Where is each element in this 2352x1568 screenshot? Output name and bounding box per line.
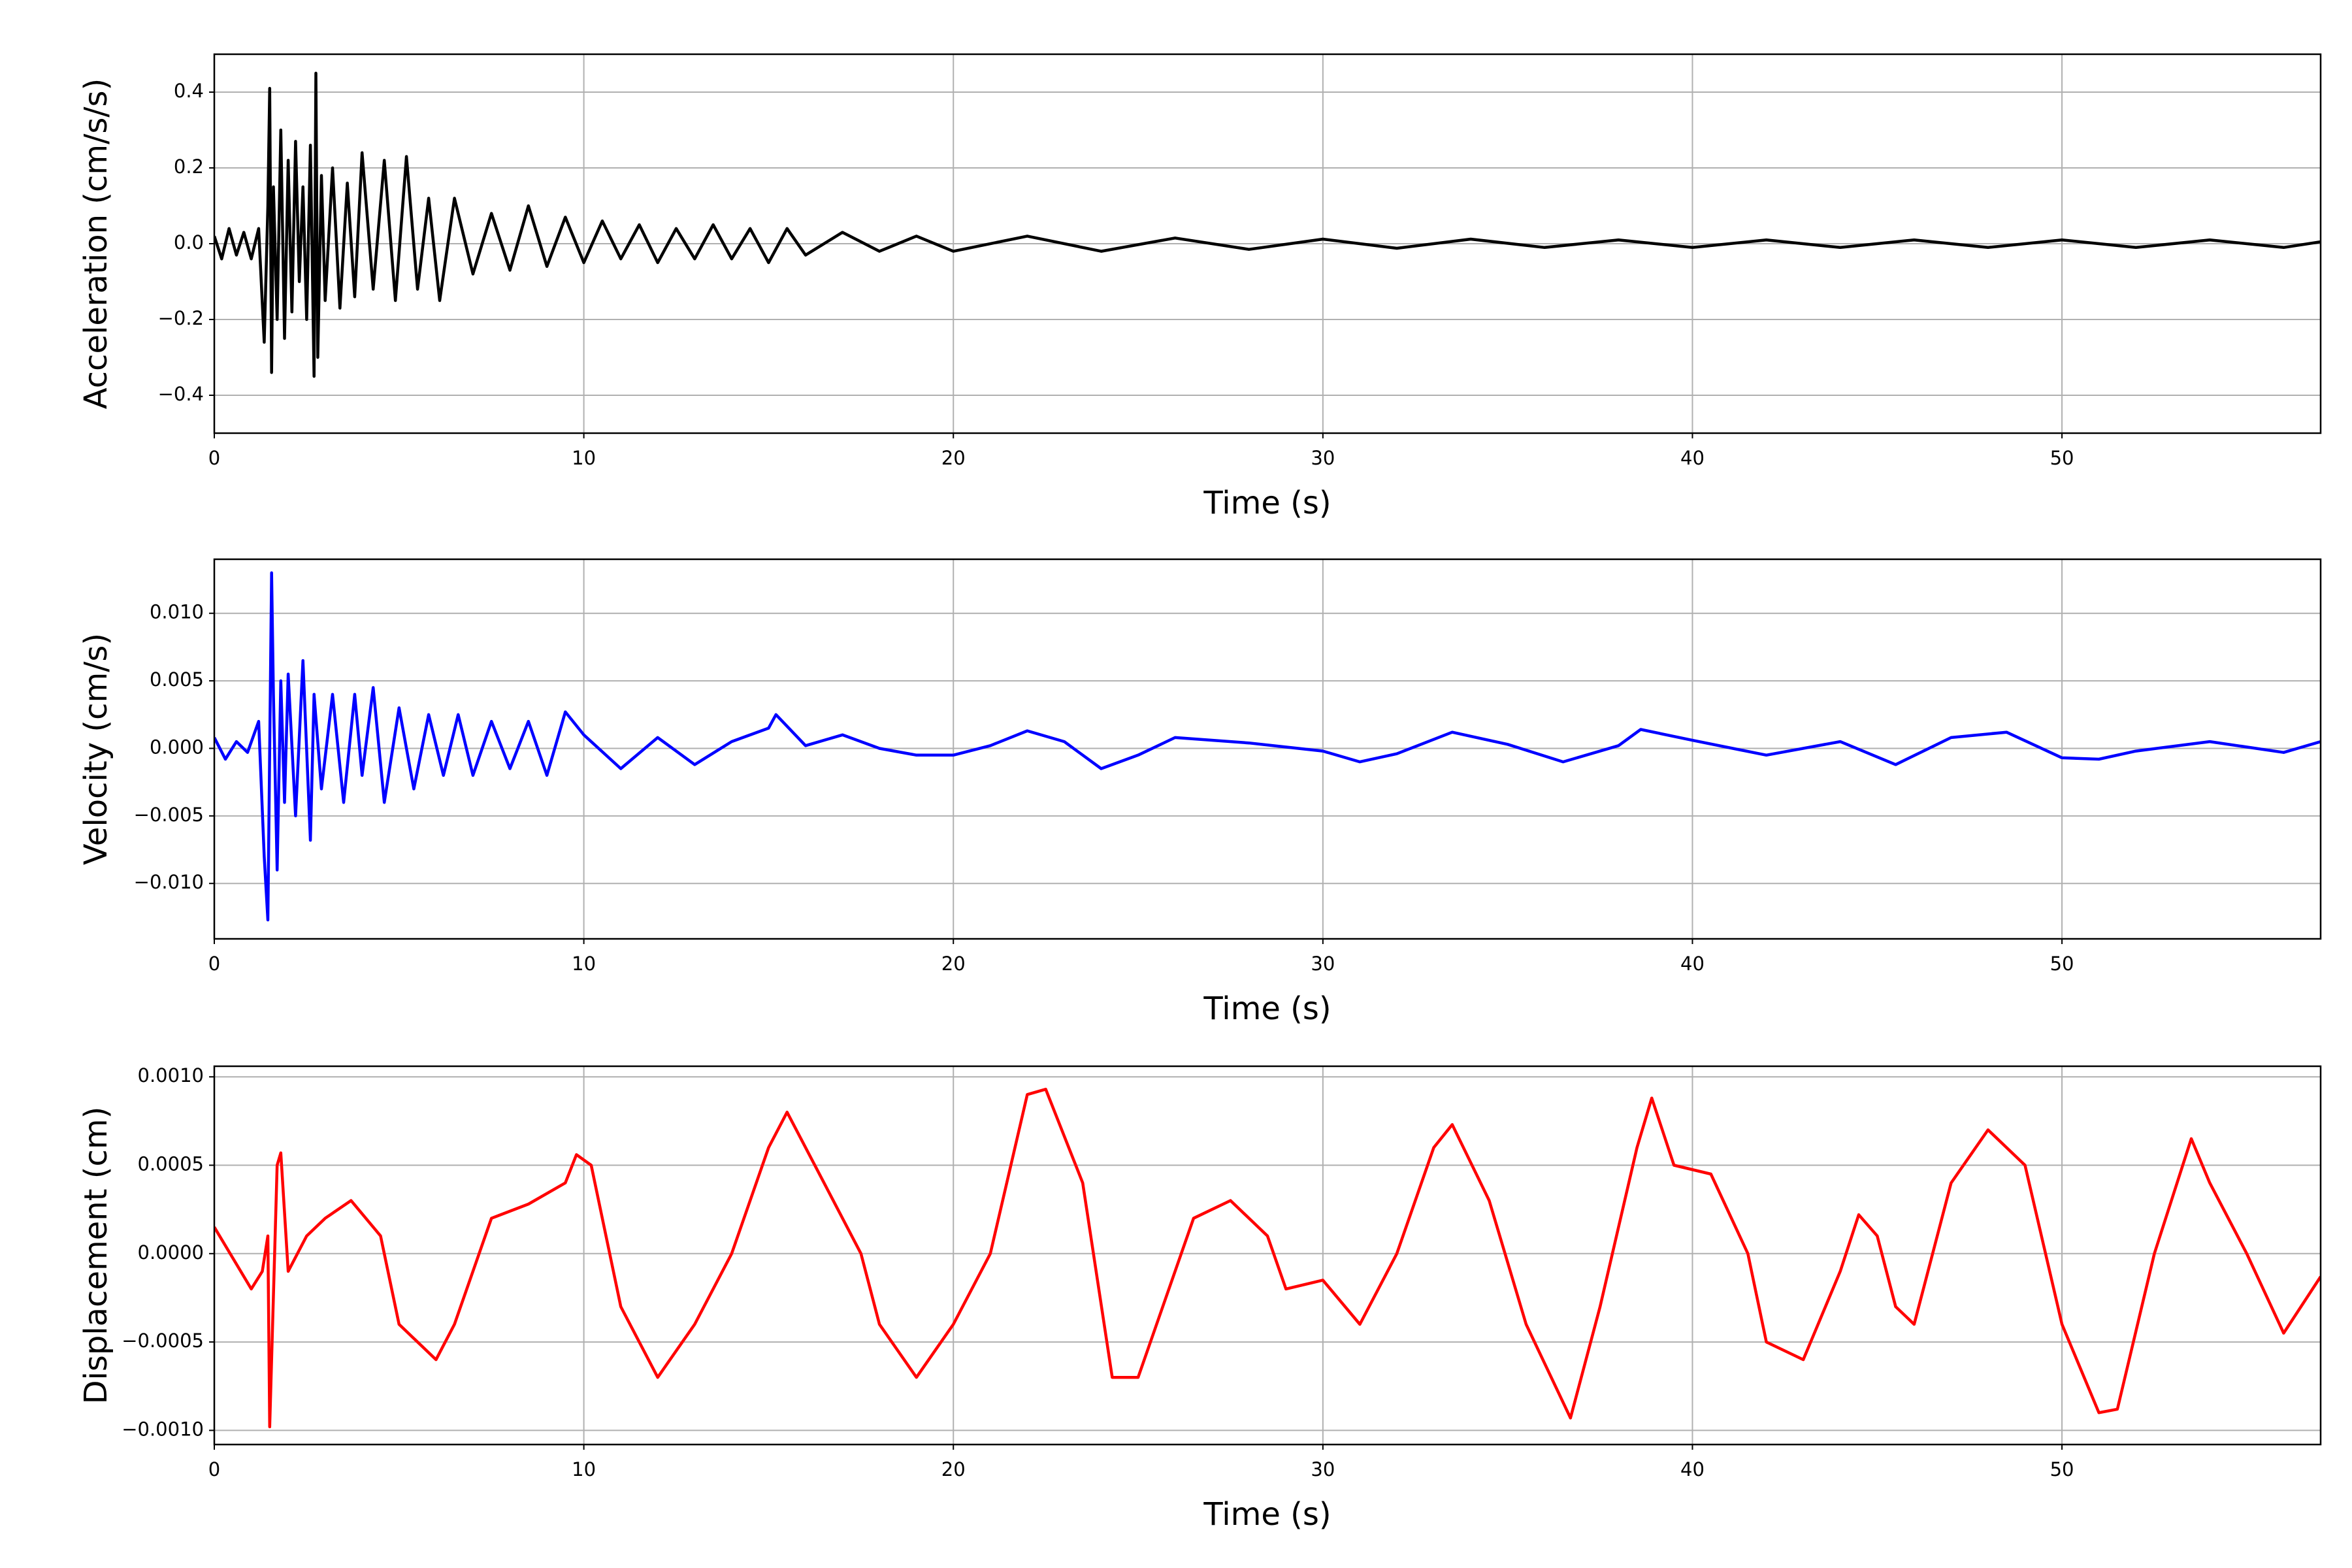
y-tick-label: 0.005 [150, 668, 204, 691]
x-tick-label: 10 [572, 1458, 596, 1480]
x-axis-label: Time (s) [1203, 1496, 1331, 1533]
x-tick-label: 50 [2050, 1458, 2074, 1480]
x-tick-label: 40 [1680, 447, 1705, 469]
x-tick-label: 50 [2050, 447, 2074, 469]
x-tick-label: 10 [572, 953, 596, 975]
y-tick-label: −0.2 [158, 307, 204, 329]
x-tick-label: 30 [1311, 953, 1335, 975]
data-line [214, 1087, 2321, 1429]
x-tick-label: 20 [941, 1458, 966, 1480]
axes-frame [213, 1065, 2322, 1446]
x-tick-label: 20 [941, 953, 966, 975]
x-tick-label: 40 [1680, 953, 1705, 975]
data-line [214, 71, 2321, 378]
y-tick-label: 0.2 [174, 155, 204, 178]
y-axis-label: Acceleration (cm/s/s) [78, 78, 114, 409]
y-tick-label: 0.0000 [138, 1241, 204, 1264]
x-tick-label: 30 [1311, 447, 1335, 469]
x-tick-label: 30 [1311, 1458, 1335, 1480]
y-tick-label: 0.0005 [138, 1153, 204, 1175]
axes-frame [213, 558, 2322, 940]
x-tick-label: 40 [1680, 1458, 1705, 1480]
y-tick-label: 0.010 [150, 601, 204, 623]
x-tick-label: 0 [208, 447, 220, 469]
y-tick-label: 0.4 [174, 80, 204, 102]
y-tick-label: 0.000 [150, 736, 204, 758]
x-tick-label: 0 [208, 953, 220, 975]
data-line [214, 571, 2321, 922]
x-axis-label: Time (s) [1203, 990, 1331, 1027]
y-tick-label: 0.0010 [138, 1064, 204, 1086]
y-tick-label: −0.005 [134, 804, 204, 826]
x-tick-label: 0 [208, 1458, 220, 1480]
y-axis-label: Displacement (cm) [78, 1107, 114, 1405]
y-tick-label: −0.0010 [122, 1418, 204, 1440]
y-tick-label: 0.0 [174, 231, 204, 253]
x-tick-label: 20 [941, 447, 966, 469]
x-tick-label: 10 [572, 447, 596, 469]
y-tick-label: −0.0005 [122, 1330, 204, 1352]
y-axis-label: Velocity (cm/s) [78, 633, 114, 865]
x-axis-label: Time (s) [1203, 485, 1331, 521]
y-tick-label: −0.010 [134, 871, 204, 893]
x-tick-label: 50 [2050, 953, 2074, 975]
axes-frame [213, 53, 2322, 434]
y-tick-label: −0.4 [158, 383, 204, 405]
